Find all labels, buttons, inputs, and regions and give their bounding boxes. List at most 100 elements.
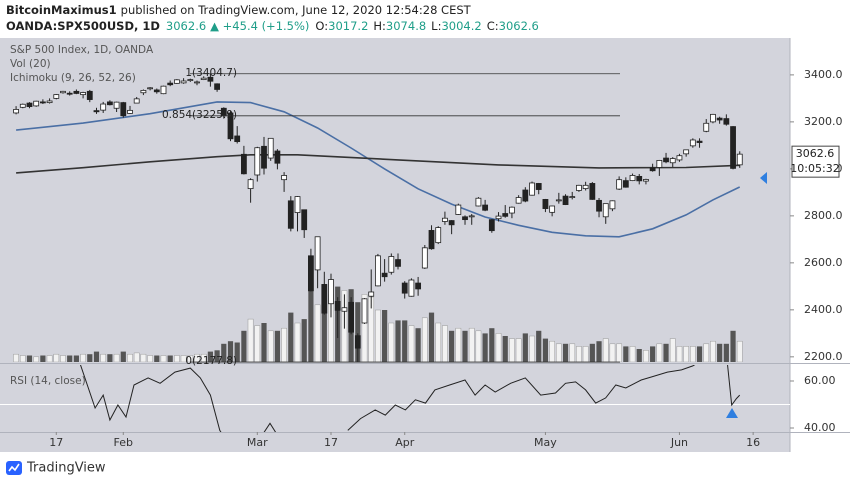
- volume-bar: [167, 355, 173, 362]
- candle-body: [86, 90, 93, 100]
- volume-bar: [19, 355, 26, 362]
- volume-bar: [435, 322, 442, 362]
- candle-body: [542, 199, 549, 209]
- candle-body: [106, 101, 113, 106]
- candle-body: [187, 79, 194, 81]
- volume-bar: [736, 340, 743, 362]
- candle-body: [153, 89, 160, 93]
- candle-body: [133, 98, 140, 104]
- volume-bar: [274, 330, 281, 362]
- candle-body: [703, 122, 710, 132]
- candle-body: [482, 204, 489, 211]
- candle-body: [113, 101, 120, 109]
- volume-bar: [308, 289, 314, 362]
- volume-bar: [227, 341, 234, 362]
- candle-body: [13, 109, 19, 114]
- candle-body: [468, 215, 475, 218]
- volume-bar: [382, 310, 388, 362]
- candle-body: [408, 279, 415, 297]
- candle-body: [46, 100, 53, 104]
- volume-bar: [301, 319, 307, 362]
- volume-bar: [80, 353, 86, 362]
- candle-body: [227, 112, 234, 140]
- h-value: 3074.8: [386, 19, 426, 33]
- c-label: C:: [487, 19, 499, 33]
- volume-bar: [107, 354, 113, 362]
- last-price: 3062.6: [796, 147, 835, 160]
- candle-body: [267, 137, 274, 159]
- candle-body: [321, 284, 328, 314]
- volume-bar: [576, 346, 582, 362]
- y-tick-label: 3200.0: [804, 115, 843, 128]
- candle-body: [696, 140, 703, 143]
- volume-bar: [696, 346, 703, 362]
- volume-bar: [717, 343, 723, 362]
- change: ▲ +45.4 (+1.5%): [210, 19, 309, 33]
- x-tick-label: Jun: [670, 436, 688, 449]
- volume-bar: [281, 327, 287, 362]
- moving-average: [16, 101, 741, 238]
- candle-body: [93, 110, 100, 113]
- author[interactable]: BitcoinMaximus1: [6, 3, 117, 17]
- candle-body: [435, 227, 442, 244]
- candle-body: [509, 206, 515, 214]
- candle-body: [80, 92, 86, 96]
- candle-body: [636, 175, 643, 182]
- candle-body: [261, 145, 267, 169]
- o-label: O:: [315, 19, 328, 33]
- candle-body: [120, 102, 127, 117]
- x-tick-label: Feb: [114, 436, 133, 449]
- candle-body: [127, 109, 133, 114]
- volume-bar: [187, 355, 194, 362]
- c-value: 3062.6: [499, 19, 539, 33]
- candle-body: [147, 87, 153, 90]
- candle-body: [535, 183, 542, 190]
- brand[interactable]: TradingView: [26, 461, 106, 476]
- volume-bar: [375, 309, 381, 362]
- volume-bar: [421, 317, 428, 362]
- volume-bar: [596, 341, 602, 362]
- candle-body: [274, 150, 281, 164]
- candle-body: [582, 184, 589, 190]
- candle-body: [395, 259, 401, 267]
- header-line: BitcoinMaximus1 published on TradingView.…: [6, 3, 472, 17]
- candle-body: [160, 85, 167, 95]
- volume-bar: [582, 346, 589, 362]
- rsi-tick-label: 60.00: [804, 374, 836, 387]
- candle-body: [314, 236, 321, 271]
- published: published on TradingView.com, June 12, 2…: [121, 3, 472, 17]
- volume-bar: [455, 327, 462, 362]
- volume-bar: [247, 318, 254, 362]
- volume-bar: [73, 355, 79, 362]
- volume-bar: [569, 343, 576, 362]
- alert-marker: [760, 172, 767, 184]
- fib-label: 1(3404.7): [185, 67, 237, 79]
- volume-bar: [154, 355, 160, 362]
- volume-bar: [475, 330, 482, 362]
- alert-marker: [726, 408, 738, 418]
- candle-body: [549, 205, 556, 213]
- volume-bar: [355, 302, 361, 362]
- tradingview-logo: TradingView: [6, 461, 106, 476]
- volume-bar: [408, 325, 415, 362]
- y-tick-label: 2800.0: [804, 209, 843, 222]
- price: 3062.6: [166, 19, 206, 33]
- volume-bar: [529, 335, 535, 362]
- volume-bar: [462, 330, 468, 362]
- volume-bar: [314, 304, 321, 362]
- volume-bar: [482, 333, 488, 362]
- candle-body: [421, 247, 428, 269]
- candle-body: [629, 175, 636, 182]
- candle-body: [596, 199, 602, 212]
- volume-bar: [502, 336, 508, 362]
- volume-bar: [730, 330, 736, 362]
- volume-bar: [53, 353, 60, 362]
- candle-body: [194, 81, 200, 84]
- y-tick-label: 2200.0: [804, 350, 843, 363]
- volume-bar: [689, 346, 696, 362]
- candle-body: [515, 197, 522, 204]
- y-tick-label: 2600.0: [804, 256, 843, 269]
- candle-body: [602, 203, 609, 218]
